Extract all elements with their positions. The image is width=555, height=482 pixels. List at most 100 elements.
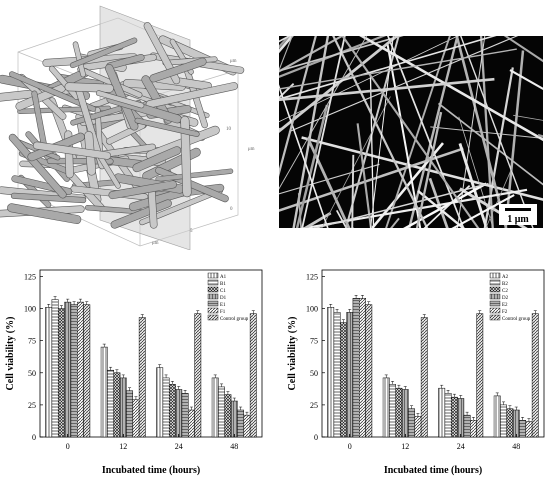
y-tick-label: 125 [306,272,318,281]
fiber-rod [162,57,218,65]
x-axis-label: Incubated time (hours) [384,465,482,476]
bar [218,386,225,438]
error-bar [335,309,339,313]
error-bar [514,406,518,411]
legend-label: C1 [220,289,226,294]
legend-swatch [489,307,501,314]
bar [83,304,91,438]
x-tick-label: 24 [175,442,183,451]
nanofiber [417,189,466,228]
y-tick-label: 25 [28,401,36,410]
legend-swatch [207,272,219,279]
nanofiber [485,167,513,228]
bar [181,393,189,438]
nanofiber [428,177,449,228]
legend-label: E1 [220,303,226,308]
error-bar [521,417,525,421]
fiber-rod [148,184,157,229]
nanofiber [279,77,495,102]
error-bar [183,390,187,394]
bar [476,313,484,438]
legend-swatch [207,314,219,321]
fiber-3d-render: μm μm μm 0 5 10 [0,5,255,250]
error-bar [245,411,249,416]
nanofiber [385,36,451,228]
error-bar [53,296,57,300]
nanofiber [301,36,346,228]
fiber-rod [111,199,172,229]
nanofiber [279,36,317,177]
y-tick-label: 125 [24,272,36,281]
bar [352,298,360,438]
legend-label: D1 [220,296,227,301]
nanofibers [279,36,543,228]
fiber-rod [156,169,233,182]
error-bar [397,384,401,389]
error-bar [213,374,217,378]
error-bar [189,406,193,411]
nanofiber [351,154,355,228]
error-bar [115,369,119,373]
scale-bar: 1 μm [499,204,537,225]
plot-frame [39,269,263,438]
nanofiber [312,182,489,228]
fiber-rod [133,146,181,172]
bar [339,322,347,438]
error-bar [128,387,132,391]
error-bar [502,401,506,405]
legend-swatch [207,286,219,293]
x-tick-label: 48 [512,442,520,451]
nanofiber [458,116,494,228]
x-tick-label: 12 [401,442,409,451]
error-bar [508,405,512,409]
fiber-rod [97,154,121,189]
bar [346,312,354,438]
bar [230,400,238,438]
bar [500,404,507,438]
bar [156,367,164,438]
nanofiber [279,84,329,228]
error-bar [446,390,450,394]
x-tick-label: 24 [457,442,465,451]
bar [438,387,446,438]
bar [126,390,134,438]
bar [333,312,341,438]
legend-label: B2 [502,282,508,287]
fiber-rod [65,83,114,93]
bar [512,409,520,438]
y-tick-label: 75 [28,337,36,346]
x-tick-label: 0 [66,442,70,451]
bar [395,387,403,438]
bar [365,304,373,438]
error-bar [158,364,162,368]
error-bar [478,310,482,314]
error-bar [134,396,138,400]
axis-tick-label: 10 [226,127,232,132]
x-tick-label: 12 [119,442,127,451]
legend-swatch [489,279,501,286]
nanofiber [370,142,444,228]
nanofiber [321,96,391,228]
bar [57,308,65,438]
fiber-rod [135,118,200,137]
fiber-rods [0,22,245,229]
bar [168,384,176,438]
bar [457,398,465,438]
error-bar [459,395,463,399]
legend-swatch [489,272,501,279]
nanofiber [341,36,480,228]
nanofiber [279,163,380,195]
fiber-rod [73,42,86,77]
y-tick-label: 100 [24,305,36,314]
bar [64,301,72,438]
error-bar [164,374,168,378]
bar [162,377,170,438]
axis-label: μm [230,59,237,64]
bar [389,384,396,438]
bar [401,389,409,438]
error-bar [391,381,395,385]
y-axis-label: Cell viability (%) [287,317,298,391]
legend-swatch [489,293,501,300]
nanofiber [437,102,543,186]
fiber-rod [109,180,177,199]
